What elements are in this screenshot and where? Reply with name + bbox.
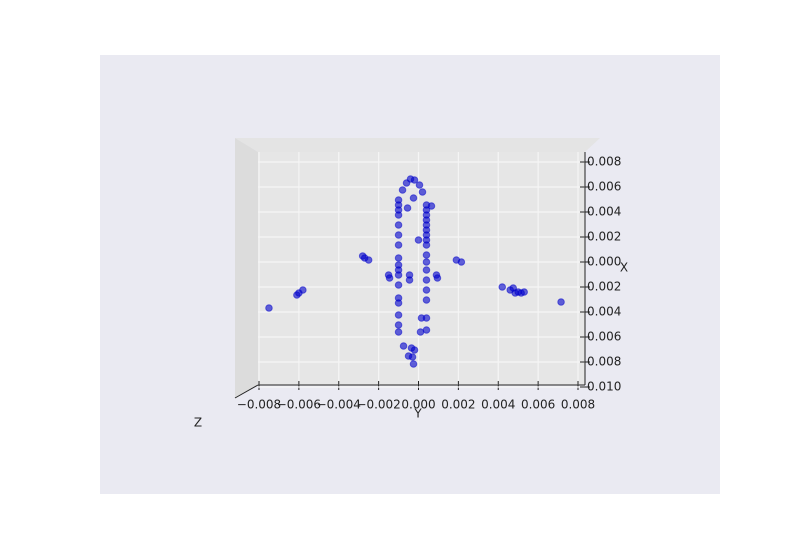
point [265,304,273,312]
y-tick-label: 0.004 [587,205,621,219]
y-tick-label: 0.006 [587,330,621,344]
point [422,266,431,274]
point [394,231,403,239]
point [394,271,403,279]
y-tick-label: 0.002 [587,280,621,294]
y-tick-label: 0.002 [587,230,621,244]
point [422,286,431,294]
point [360,254,369,262]
point [410,176,419,184]
point [422,276,431,284]
point [295,289,303,297]
y-tick-label: 0.010 [587,380,621,394]
point [385,274,394,282]
point [520,288,528,296]
x-tick-label: 0.008 [561,398,595,412]
y-tick-label: 0.004 [587,305,621,319]
point [394,241,403,249]
point [394,328,403,336]
y-axis-label: X [620,261,628,275]
point [394,281,403,289]
y-tick-label: 0.008 [587,355,621,369]
point [407,344,416,352]
point [403,204,412,212]
point [433,274,442,282]
point [409,194,418,202]
point [405,276,414,284]
x-tick-label: 0.004 [481,398,515,412]
point [457,258,466,266]
z-axis-label: Z [194,416,202,430]
x-tick-label: −0.008 [237,398,281,412]
point [511,289,519,297]
z-axis-line [234,384,259,399]
x-tick-label: −0.002 [356,398,400,412]
point [422,296,431,304]
point [417,314,426,322]
point [422,241,431,249]
point [394,321,403,329]
x-axis-label: Y [413,407,422,421]
point [399,342,408,350]
point [409,360,418,368]
point [422,258,431,266]
point [394,221,403,229]
x-tick-label: −0.004 [317,398,361,412]
point [498,283,507,291]
point [394,211,403,219]
top-pane [235,138,600,152]
point [422,251,431,259]
point [394,254,403,262]
point [416,328,425,336]
y-tick-label: 0.006 [587,180,621,194]
left-pane [235,138,258,398]
point [408,353,417,361]
point [418,188,427,196]
point [427,202,436,210]
point [414,236,423,244]
point [557,298,565,306]
y-tick-label: 0.000 [587,255,621,269]
point [394,299,403,307]
x-tick-label: −0.006 [277,398,321,412]
x-tick-label: 0.002 [441,398,475,412]
x-tick-label: 0.000 [401,398,435,412]
x-tick-label: 0.006 [521,398,555,412]
y-tick-label: 0.008 [587,155,621,169]
point [415,181,424,189]
point [394,311,403,319]
point [398,186,407,194]
